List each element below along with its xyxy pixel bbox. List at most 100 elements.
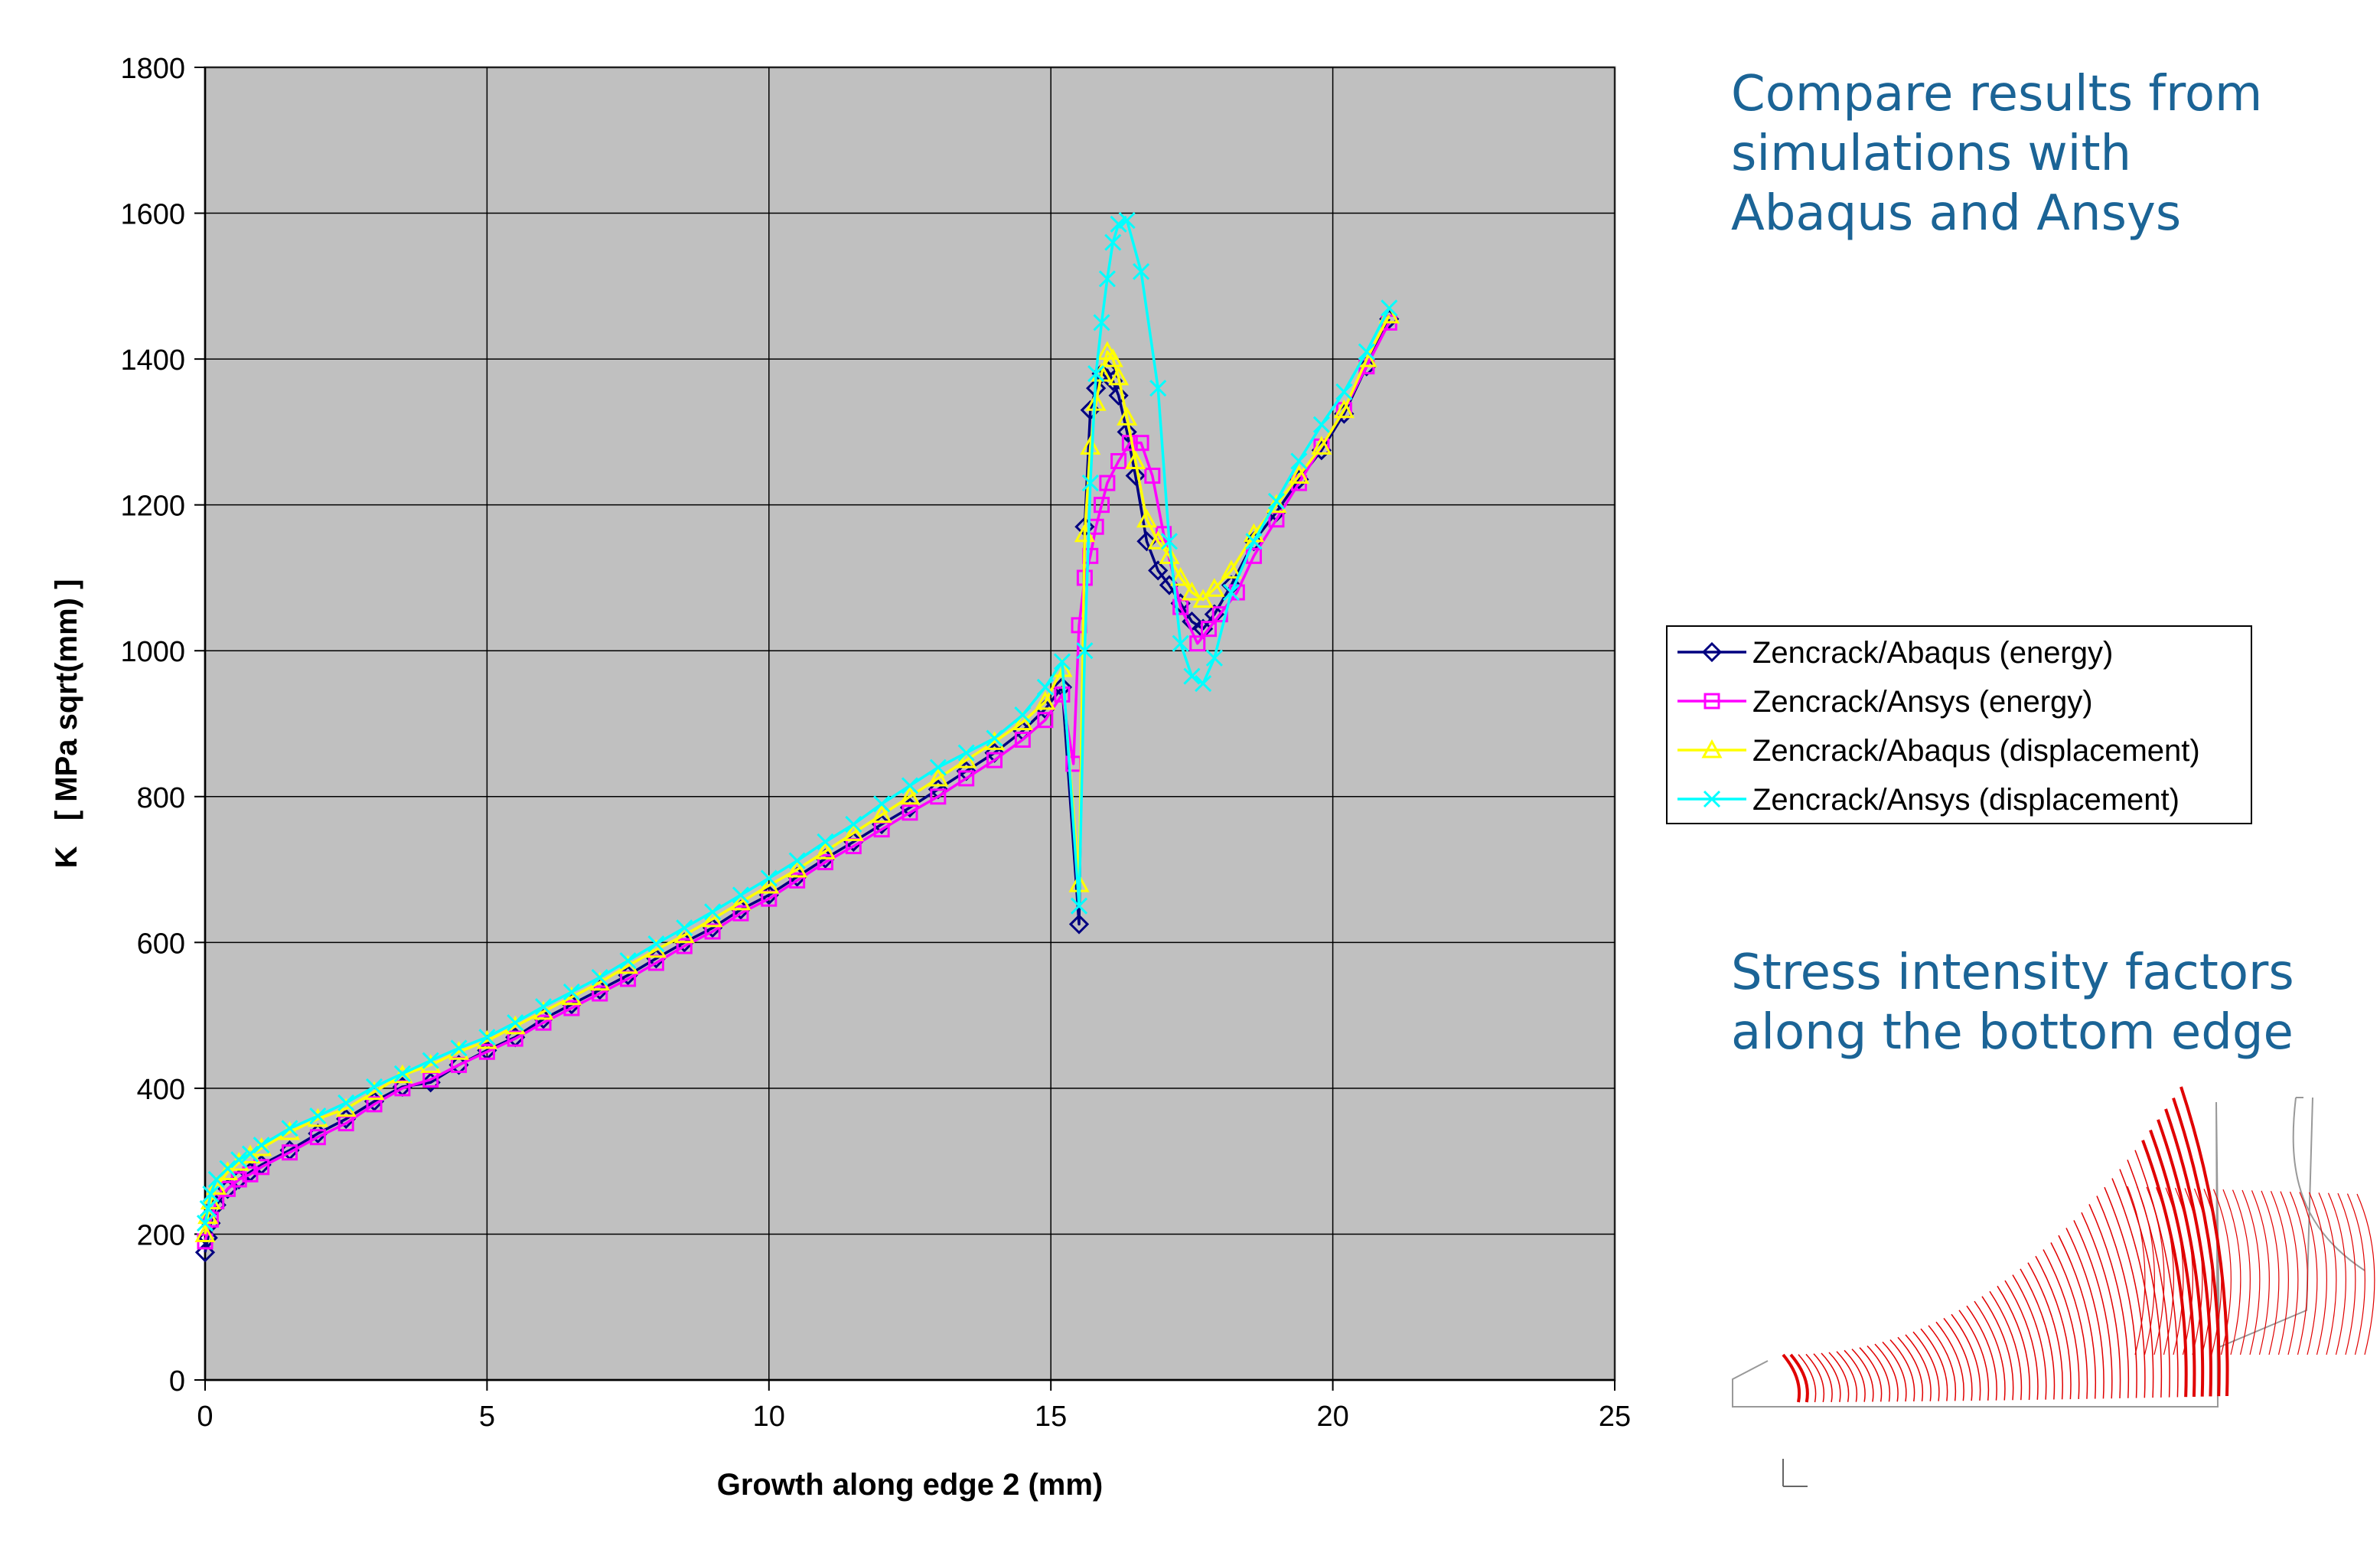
- data-point-triangle: [758, 874, 780, 894]
- y-tick-label: 400: [137, 1074, 185, 1106]
- data-point-x: [732, 886, 750, 904]
- mesh-line: [1897, 1336, 1924, 1402]
- data-point-triangle: [730, 891, 751, 911]
- x-tick-label: 15: [1035, 1401, 1067, 1433]
- mesh-line: [2165, 1187, 2184, 1355]
- x-tick-label: 5: [479, 1401, 495, 1433]
- data-point-triangle: [1288, 465, 1309, 484]
- mesh-line: [1935, 1321, 1964, 1401]
- data-point-x: [1081, 475, 1099, 492]
- data-point-square: [1703, 693, 1720, 709]
- mesh-line: [1889, 1339, 1915, 1402]
- data-point-diamond: [1108, 385, 1129, 406]
- data-point-triangle: [787, 858, 808, 878]
- data-point-square: [1014, 731, 1031, 748]
- mesh-line: [1874, 1343, 1899, 1402]
- data-point-x: [199, 1200, 217, 1218]
- data-point-square: [1189, 635, 1206, 652]
- series-layer: [194, 212, 1400, 1263]
- mesh-line: [2356, 1193, 2375, 1355]
- data-point-x: [1053, 653, 1071, 670]
- mesh-line: [2327, 1192, 2346, 1355]
- mesh-line: [2241, 1189, 2261, 1355]
- legend-label: Zencrack/Ansys (displacement): [1752, 783, 2179, 817]
- data-point-square: [1099, 475, 1116, 491]
- mesh-line: [2096, 1196, 2137, 1398]
- data-point-square: [732, 905, 749, 922]
- data-point-triangle: [1204, 578, 1225, 597]
- mesh-line: [2289, 1191, 2308, 1355]
- data-point-square: [958, 770, 975, 787]
- mesh-line: [2308, 1192, 2327, 1355]
- data-point-x: [337, 1094, 355, 1112]
- plot-area: [204, 66, 1616, 1381]
- mesh-line: [1966, 1305, 1997, 1401]
- data-point-square: [930, 788, 947, 805]
- data-point-x: [1110, 215, 1127, 233]
- mesh-line: [1798, 1354, 1817, 1403]
- mesh-line: [2088, 1204, 2130, 1398]
- crack-mesh-thumbnail: [1732, 1086, 2375, 1487]
- data-point-x: [817, 833, 834, 850]
- mesh-line: [2020, 1268, 2056, 1400]
- data-point-square: [1172, 599, 1189, 615]
- data-point-square: [901, 804, 918, 821]
- mesh-line: [2203, 1189, 2222, 1355]
- data-point-diamond: [194, 1242, 216, 1263]
- data-point-square: [817, 854, 833, 871]
- mesh-line: [2232, 1189, 2251, 1355]
- data-point-triangle: [843, 822, 864, 841]
- data-point-triangle: [1181, 581, 1202, 601]
- data-point-diamond: [1068, 914, 1090, 935]
- mesh-line: [1997, 1285, 2030, 1401]
- data-point-square: [1201, 621, 1218, 638]
- y-tick-label: 1200: [120, 491, 185, 523]
- data-point-diamond: [1148, 560, 1169, 581]
- mesh-line: [1844, 1349, 1866, 1402]
- mesh-line: [2346, 1193, 2365, 1355]
- data-point-x: [1381, 299, 1398, 317]
- data-point-triangle: [194, 1223, 216, 1242]
- mesh-line: [1951, 1313, 1981, 1401]
- mesh-line: [1989, 1290, 2023, 1401]
- mesh-line: [2174, 1187, 2193, 1355]
- data-point-square: [1054, 686, 1071, 703]
- mesh-line: [2004, 1280, 2039, 1400]
- data-point-triangle: [1012, 711, 1033, 731]
- mesh-line: [2043, 1249, 2080, 1399]
- data-point-x: [393, 1065, 411, 1082]
- mesh-line: [2318, 1192, 2337, 1355]
- mesh-line: [2104, 1186, 2146, 1398]
- y-tick-label: 1000: [120, 636, 185, 668]
- data-point-triangle: [928, 767, 949, 787]
- data-point-x: [1267, 492, 1285, 510]
- data-point-x: [219, 1160, 236, 1177]
- data-point-x: [760, 869, 778, 887]
- data-point-diamond: [1125, 465, 1146, 486]
- data-point-triangle: [1701, 739, 1723, 758]
- data-point-triangle: [1170, 566, 1192, 586]
- data-point-x: [422, 1052, 439, 1069]
- data-point-x: [1195, 675, 1212, 693]
- data-point-x: [1222, 583, 1241, 602]
- y-tick-label: 0: [169, 1365, 185, 1398]
- data-point-triangle: [673, 924, 695, 944]
- mesh-line: [1882, 1341, 1907, 1402]
- mesh-line: [2179, 1086, 2229, 1397]
- y-tick-label: 200: [137, 1219, 185, 1251]
- data-point-diamond: [1136, 531, 1157, 552]
- data-point-triangle: [1221, 559, 1242, 579]
- mesh-line: [2141, 1140, 2188, 1398]
- mesh-line: [1920, 1328, 1948, 1401]
- data-point-triangle: [899, 785, 921, 805]
- data-point-x: [901, 777, 919, 794]
- data-point-x: [1104, 233, 1122, 251]
- mesh-line: [1981, 1296, 2014, 1401]
- data-point-x: [309, 1107, 327, 1125]
- mesh-line: [1828, 1352, 1850, 1402]
- data-point-square: [1037, 712, 1054, 729]
- mesh-line: [2212, 1189, 2232, 1355]
- x-tick-label: 10: [753, 1401, 785, 1433]
- mesh-line: [2193, 1188, 2212, 1355]
- data-point-triangle: [1035, 690, 1056, 710]
